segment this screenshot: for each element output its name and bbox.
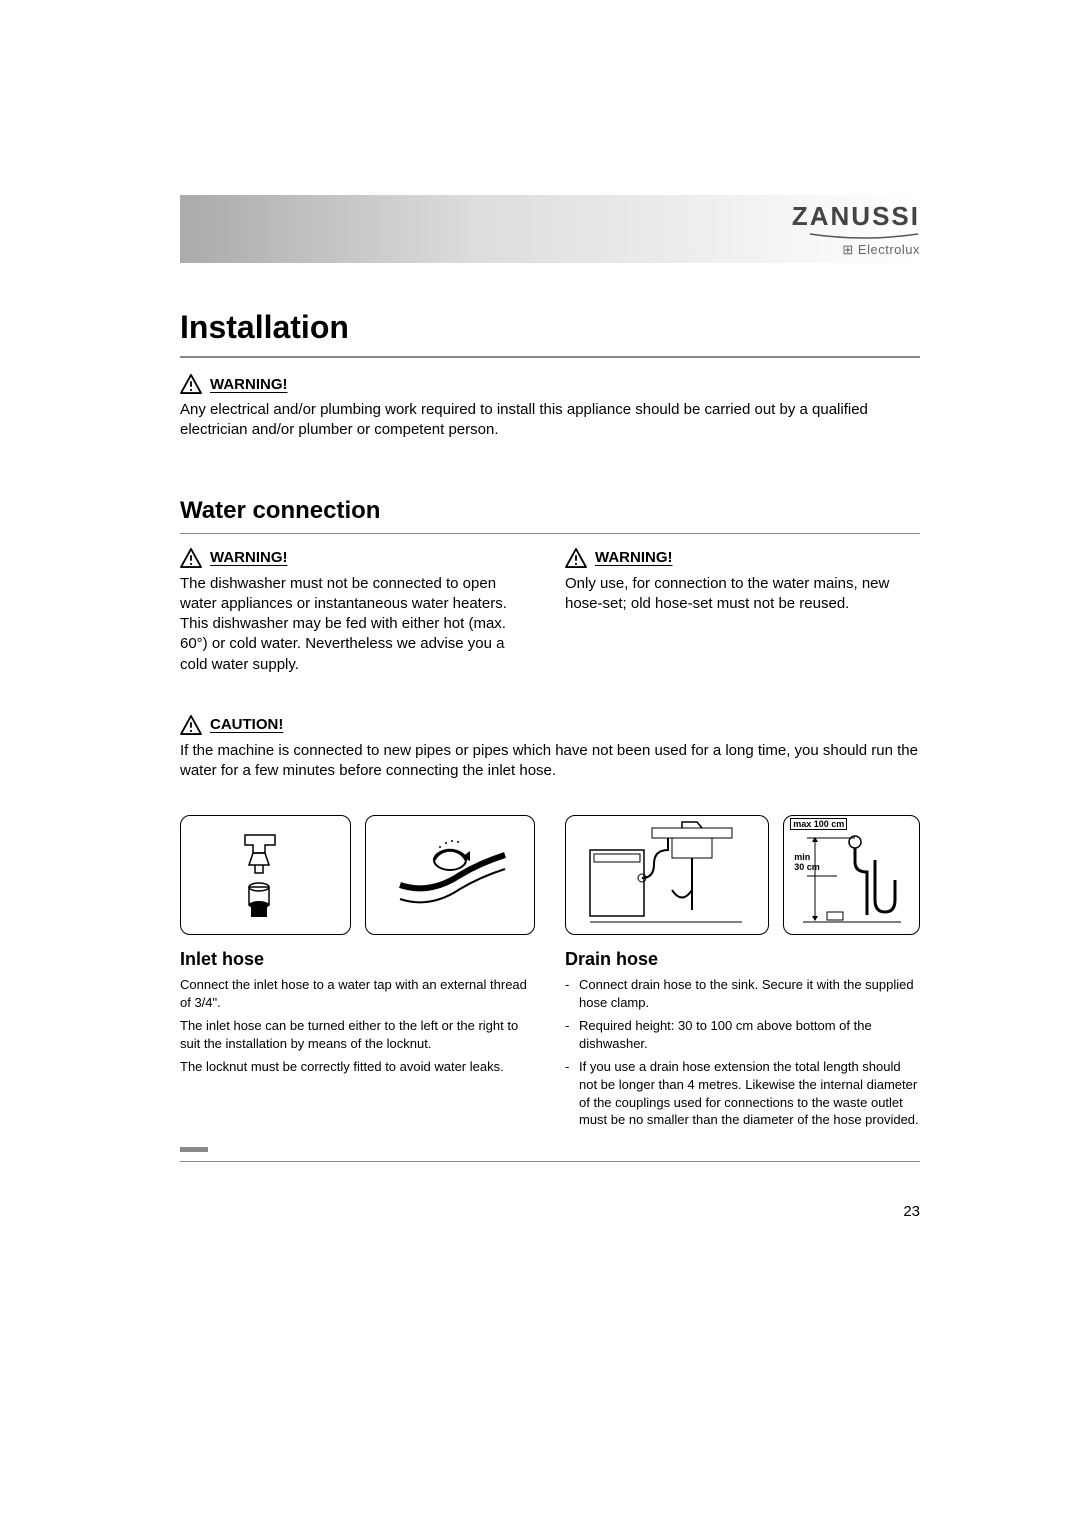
warning-icon [180,715,202,735]
caution-heading: CAUTION! [180,715,920,735]
section-title: Water connection [180,497,920,525]
warning-label: WARNING! [210,549,288,566]
footer-rule [180,1161,920,1162]
warning-label: WARNING! [210,376,288,393]
title-rule [180,356,920,358]
warning-text-right: Only use, for connection to the water ma… [565,574,920,615]
drain-title: Drain hose [565,949,920,970]
fig-label-max: max 100 cm [790,818,847,830]
figure-drain-sink [565,815,769,935]
warning-heading-right: WARNING! [565,548,920,568]
inlet-text: Connect the inlet hose to a water tap wi… [180,976,535,1076]
section-rule [180,533,920,534]
figure-hose-locknut [365,815,536,935]
caution-text: If the machine is connected to new pipes… [180,741,920,782]
page-title: Installation [180,309,920,346]
header-gradient-bar: ZANUSSI ⊞ Electrolux [180,195,920,263]
warning-label: WARNING! [595,549,673,566]
brand-block: ZANUSSI ⊞ Electrolux [792,201,920,258]
drain-text: Connect drain hose to the sink. Secure i… [565,976,920,1128]
warning-icon [565,548,587,568]
warning-heading-1: WARNING! [180,374,920,394]
footer-accent [180,1147,208,1152]
warning-heading-left: WARNING! [180,548,535,568]
warning-text-1: Any electrical and/or plumbing work requ… [180,400,920,441]
fig-label-min: min 30 cm [794,852,820,872]
figure-drain-height: max 100 cm min 30 cm [783,815,920,935]
brand-secondary: ⊞ Electrolux [792,242,920,258]
figure-tap-connector [180,815,351,935]
warning-text-left: The dishwasher must not be connected to … [180,574,535,675]
caution-label: CAUTION! [210,716,283,733]
brand-primary: ZANUSSI [792,201,920,232]
page-number: 23 [903,1203,920,1220]
warning-icon [180,548,202,568]
warning-icon [180,374,202,394]
inlet-title: Inlet hose [180,949,535,970]
